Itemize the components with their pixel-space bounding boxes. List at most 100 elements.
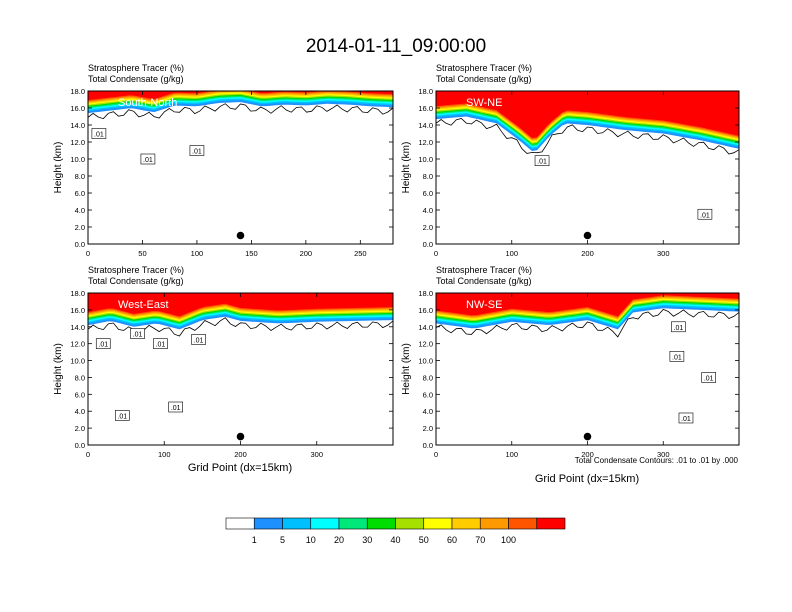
y-tick-label: 10.0 xyxy=(70,357,85,366)
panel-header-line2: Total Condensate (g/kg) xyxy=(88,276,184,286)
y-axis-label: Height (km) xyxy=(53,142,64,194)
x-tick-label: 0 xyxy=(434,450,438,459)
plot-area: .01 .01 .01 xyxy=(88,91,393,240)
colorbar-swatch xyxy=(253,517,283,530)
panel-header-line1: Stratosphere Tracer (%) xyxy=(436,63,532,73)
contour-label-box xyxy=(697,208,713,220)
y-tick-label: 2.0 xyxy=(75,424,85,433)
tracer-band xyxy=(88,91,393,101)
contour-label-box xyxy=(678,412,694,424)
y-tick-label: 6.0 xyxy=(75,189,85,198)
contour-label-box xyxy=(130,328,145,339)
contour-label: .01 xyxy=(700,212,710,219)
y-tick-label: 6.0 xyxy=(423,390,433,399)
x-tick-label: 200 xyxy=(234,450,247,459)
panel-nw-se: .01 .01 .01 .01 NW-SE 0.0 2.0 4.0 6.0 8.0 10.0 12.0… xyxy=(401,265,740,459)
y-tick-label: 10.0 xyxy=(418,357,433,366)
section-label: NW-SE xyxy=(466,299,502,311)
y-axis-label: Height (km) xyxy=(401,343,412,395)
contour-label-box xyxy=(669,351,685,362)
colorbar-swatch xyxy=(423,517,453,530)
x-tick-label: 0 xyxy=(434,249,438,258)
y-tick-label: 8.0 xyxy=(423,172,433,181)
xlabel-right: Grid Point (dx=15km) xyxy=(535,473,639,485)
contour-label-box xyxy=(671,321,686,333)
panels: .01 .01 .01 South-North 0.0 2.0 4.0 6.0 8.0 10.0 1… xyxy=(53,63,740,459)
panel-header-line2: Total Condensate (g/kg) xyxy=(436,74,532,84)
y-tick-label: 18.0 xyxy=(418,87,433,96)
figure-title: 2014-01-11_09:00:00 xyxy=(306,36,486,57)
contour-label: .01 xyxy=(194,337,204,344)
contour-label: .01 xyxy=(672,354,682,361)
x-tick-label: 100 xyxy=(158,450,171,459)
colorbar-swatch xyxy=(479,517,509,530)
contour-label-box xyxy=(701,372,717,383)
y-tick-label: 4.0 xyxy=(75,407,85,416)
colorbar-swatch xyxy=(508,517,538,530)
y-tick-label: 0.0 xyxy=(423,240,433,249)
panel-header-line2: Total Condensate (g/kg) xyxy=(88,74,184,84)
colorbar-swatch xyxy=(536,517,566,530)
condensate-contour xyxy=(88,103,393,120)
y-tick-label: 12.0 xyxy=(70,340,85,349)
plot-frame xyxy=(87,90,394,245)
y-axis-label: Height (km) xyxy=(53,343,64,395)
condensate-contour xyxy=(436,118,739,155)
colorbar-label: 60 xyxy=(447,535,457,545)
x-tick-label: 100 xyxy=(191,249,204,258)
y-tick-label: 12.0 xyxy=(418,138,433,147)
x-tick-label: 300 xyxy=(657,450,670,459)
colorbar-label: 20 xyxy=(334,535,344,545)
colorbar: 1 5 10 20 30 40 50 60 70 100 xyxy=(225,517,566,545)
colorbar-label: 1 xyxy=(252,535,257,545)
colorbar-label: 10 xyxy=(306,535,316,545)
contour-label-box xyxy=(534,155,550,166)
contour-label: .01 xyxy=(133,332,143,339)
contour-label-box xyxy=(191,334,206,345)
xlabel-left: Grid Point (dx=15km) xyxy=(188,462,292,474)
plot-area: .01 .01 xyxy=(436,91,739,240)
y-tick-label: 2.0 xyxy=(423,223,433,232)
y-axis-label: Height (km) xyxy=(401,142,412,194)
colorbar-swatch xyxy=(395,517,425,530)
x-tick-label: 300 xyxy=(657,249,670,258)
x-tick-label: 150 xyxy=(245,249,258,258)
contour-label-box xyxy=(115,410,130,421)
panel-west-east: .01 .01 .01 .01 .01 .01 West-East 0.0 2.0 4.0 6.0 8… xyxy=(53,265,394,459)
y-tick-label: 14.0 xyxy=(418,121,433,130)
x-tick-label: 0 xyxy=(86,450,90,459)
y-tick-label: 16.0 xyxy=(418,104,433,113)
y-tick-label: 0.0 xyxy=(75,441,85,450)
colorbar-label: 30 xyxy=(362,535,372,545)
contour-label: .01 xyxy=(192,149,202,156)
colorbar-swatch xyxy=(282,517,312,530)
contour-label-box xyxy=(168,401,183,413)
section-label: SW-NE xyxy=(466,97,502,109)
colorbar-swatch xyxy=(338,517,368,530)
location-marker xyxy=(583,432,592,441)
x-tick-label: 100 xyxy=(505,249,518,258)
panel-header-line1: Stratosphere Tracer (%) xyxy=(436,265,532,275)
panel-header-line2: Total Condensate (g/kg) xyxy=(436,276,532,286)
y-tick-label: 10.0 xyxy=(70,155,85,164)
contour-label: .01 xyxy=(156,342,166,349)
tracer-band xyxy=(88,293,393,317)
contour-label: .01 xyxy=(171,405,181,412)
y-tick-label: 14.0 xyxy=(418,323,433,332)
plot-area: .01 .01 .01 .01 xyxy=(436,293,739,441)
contour-label-box xyxy=(153,338,168,349)
y-tick-label: 0.0 xyxy=(75,240,85,249)
location-marker xyxy=(583,231,592,240)
x-tick-label: 50 xyxy=(138,249,146,258)
x-tick-label: 200 xyxy=(300,249,313,258)
colorbar-label: 50 xyxy=(419,535,429,545)
contour-label-box xyxy=(140,153,156,165)
y-tick-label: 0.0 xyxy=(423,441,433,450)
y-tick-label: 10.0 xyxy=(418,155,433,164)
y-tick-label: 18.0 xyxy=(70,289,85,298)
tracer-band xyxy=(436,91,739,138)
colorbar-label: 40 xyxy=(390,535,400,545)
y-tick-label: 4.0 xyxy=(423,206,433,215)
contour-label: .01 xyxy=(143,157,153,164)
y-tick-label: 2.0 xyxy=(75,223,85,232)
